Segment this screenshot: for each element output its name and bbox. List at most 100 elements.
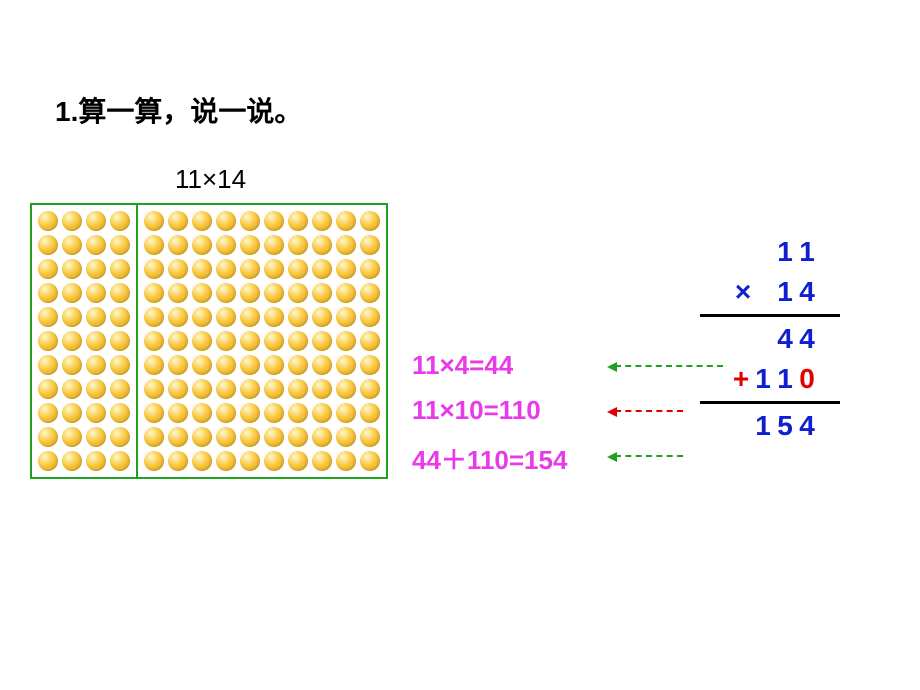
dot	[110, 259, 130, 279]
dot	[288, 331, 308, 351]
dot	[216, 427, 236, 447]
dot	[86, 331, 106, 351]
dot	[192, 427, 212, 447]
dot	[336, 451, 356, 471]
dot	[288, 379, 308, 399]
dot	[360, 355, 380, 375]
dot	[360, 427, 380, 447]
digit: 5	[774, 410, 796, 442]
dot	[240, 331, 260, 351]
operator-multiply: ×	[732, 276, 754, 308]
dot	[216, 259, 236, 279]
dot	[264, 307, 284, 327]
dot	[144, 403, 164, 423]
dot	[38, 331, 58, 351]
dot	[192, 307, 212, 327]
dot	[38, 451, 58, 471]
dot	[192, 403, 212, 423]
dot	[240, 403, 260, 423]
dot	[336, 307, 356, 327]
dot-array	[30, 203, 388, 479]
dot	[240, 307, 260, 327]
dot	[110, 235, 130, 255]
dot	[110, 283, 130, 303]
dot	[192, 379, 212, 399]
dot	[38, 379, 58, 399]
dot	[264, 235, 284, 255]
dot	[264, 403, 284, 423]
dot	[144, 259, 164, 279]
dot	[144, 211, 164, 231]
dot	[360, 403, 380, 423]
digit: 0	[796, 363, 818, 395]
dot	[216, 235, 236, 255]
dot	[168, 403, 188, 423]
dot	[360, 211, 380, 231]
dot-group-left	[30, 203, 138, 479]
dot	[86, 283, 106, 303]
dot	[86, 235, 106, 255]
digit: 1	[752, 363, 774, 395]
calc-line-1	[700, 314, 840, 317]
dot	[168, 379, 188, 399]
dot	[240, 259, 260, 279]
dot	[62, 403, 82, 423]
dot	[240, 379, 260, 399]
dot	[264, 331, 284, 351]
dot	[288, 211, 308, 231]
dot	[240, 235, 260, 255]
dot	[288, 355, 308, 375]
dot	[312, 451, 332, 471]
dot	[336, 379, 356, 399]
dot	[312, 355, 332, 375]
dot	[264, 355, 284, 375]
dot	[240, 211, 260, 231]
dot	[240, 427, 260, 447]
dot	[360, 331, 380, 351]
step-3-text: 44＋110=154	[412, 440, 567, 477]
dot	[216, 451, 236, 471]
step-2-text: 11×10=110	[412, 395, 541, 426]
dot	[312, 307, 332, 327]
dot	[312, 259, 332, 279]
dot	[336, 235, 356, 255]
digit: 1	[774, 276, 796, 308]
dot	[38, 403, 58, 423]
calc-line-2	[700, 401, 840, 404]
dot	[168, 427, 188, 447]
dot	[336, 331, 356, 351]
dot	[240, 283, 260, 303]
dot	[62, 211, 82, 231]
dot	[336, 211, 356, 231]
dot	[110, 331, 130, 351]
dot	[288, 427, 308, 447]
digit: 4	[796, 276, 818, 308]
dot	[312, 211, 332, 231]
dot	[240, 451, 260, 471]
dot	[168, 283, 188, 303]
dot	[168, 355, 188, 375]
dot	[288, 235, 308, 255]
dot	[86, 403, 106, 423]
digit: 1	[796, 236, 818, 268]
dot	[110, 451, 130, 471]
dot	[144, 235, 164, 255]
page-title: 1.算一算，说一说。	[55, 90, 302, 130]
dot	[336, 355, 356, 375]
dot	[360, 283, 380, 303]
dot	[62, 451, 82, 471]
dot	[144, 451, 164, 471]
dot	[144, 331, 164, 351]
dot	[216, 211, 236, 231]
dot	[144, 307, 164, 327]
dot	[86, 355, 106, 375]
dot	[264, 427, 284, 447]
dot	[336, 427, 356, 447]
dot	[38, 283, 58, 303]
dot	[216, 331, 236, 351]
dot	[336, 259, 356, 279]
dot	[192, 259, 212, 279]
dot	[62, 331, 82, 351]
dot	[312, 427, 332, 447]
dot	[144, 379, 164, 399]
